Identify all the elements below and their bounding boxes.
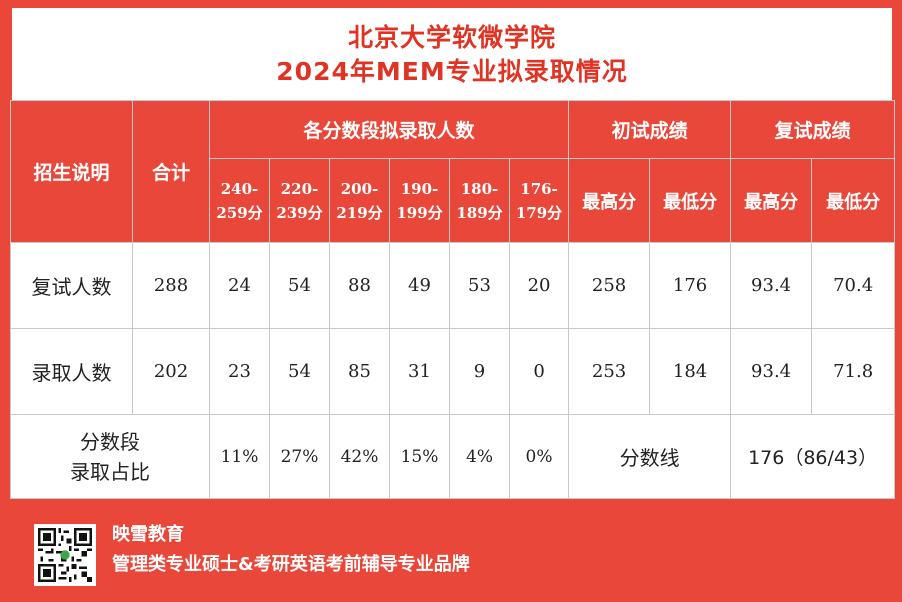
ratio-percent: 27% bbox=[269, 414, 330, 499]
range-count: 88 bbox=[329, 242, 390, 329]
initial-max: 253 bbox=[568, 328, 651, 415]
title-line2: 2024年MEM专业拟录取情况 bbox=[276, 56, 628, 86]
retest-max: 93.4 bbox=[730, 242, 813, 329]
ratio-percent: 11% bbox=[209, 414, 270, 499]
header-admission-note: 招生说明 bbox=[10, 100, 133, 243]
title-line1: 北京大学软微学院 bbox=[347, 22, 556, 52]
range-count: 0 bbox=[508, 328, 570, 415]
range-count: 20 bbox=[508, 242, 570, 329]
brand-name: 映雪教育 bbox=[112, 524, 184, 545]
table-row-ratio: 分数段 录取占比 11% 27% 42% 15% 4% 0% 分数线 176（8… bbox=[10, 414, 896, 499]
header-range: 176- 179分 bbox=[508, 158, 570, 243]
header-range: 190- 199分 bbox=[389, 158, 450, 243]
header-range: 180- 189分 bbox=[449, 158, 510, 243]
header-retest-min: 最低分 bbox=[811, 158, 896, 243]
retest-min: 70.4 bbox=[811, 242, 896, 329]
range-count: 24 bbox=[209, 242, 270, 329]
initial-min: 176 bbox=[649, 242, 732, 329]
header-range: 240- 259分 bbox=[209, 158, 270, 243]
range-count: 9 bbox=[449, 328, 510, 415]
qr-code-icon bbox=[34, 524, 96, 586]
header-range: 200- 219分 bbox=[329, 158, 390, 243]
ratio-label: 分数段 录取占比 bbox=[10, 414, 210, 499]
ratio-percent: 4% bbox=[449, 414, 510, 499]
range-count: 23 bbox=[209, 328, 270, 415]
header-row-2: 240- 259分 220- 239分 200- 219分 190- 199分 … bbox=[11, 158, 896, 243]
range-count: 85 bbox=[329, 328, 390, 415]
range-count: 54 bbox=[269, 328, 330, 415]
range-count: 54 bbox=[269, 242, 330, 329]
header-initial-max: 最高分 bbox=[568, 158, 651, 243]
initial-max: 258 bbox=[568, 242, 651, 329]
row-total: 202 bbox=[132, 328, 210, 415]
retest-max: 93.4 bbox=[730, 328, 813, 415]
ratio-percent: 0% bbox=[508, 414, 570, 499]
range-count: 31 bbox=[389, 328, 450, 415]
range-count: 53 bbox=[449, 242, 510, 329]
header-retest-score: 复试成绩 bbox=[730, 100, 896, 159]
brand-slogan: 管理类专业硕士&考研英语考前辅导专业品牌 bbox=[112, 554, 470, 575]
admission-table: 招生说明 合计 各分数段拟录取人数 初试成绩 复试成绩 240- 259分 22… bbox=[10, 100, 896, 499]
header-initial-score: 初试成绩 bbox=[568, 100, 732, 159]
header-total: 合计 bbox=[132, 100, 210, 243]
table-row-retest: 复试人数 288 24 54 88 49 53 20 258 176 93.4 … bbox=[10, 242, 896, 329]
initial-min: 184 bbox=[649, 328, 732, 415]
range-count: 49 bbox=[389, 242, 450, 329]
title-box: 北京大学软微学院 2024年MEM专业拟录取情况 bbox=[12, 8, 892, 101]
footer: 映雪教育 管理类专业硕士&考研英语考前辅导专业品牌 bbox=[0, 508, 902, 602]
table-row-admitted: 录取人数 202 23 54 85 31 9 0 253 184 93.4 71… bbox=[10, 328, 896, 415]
cutoff-label: 分数线 bbox=[568, 414, 732, 499]
retest-min: 71.8 bbox=[811, 328, 896, 415]
header-range: 220- 239分 bbox=[269, 158, 330, 243]
header-score-ranges: 各分数段拟录取人数 bbox=[208, 100, 570, 159]
row-label: 复试人数 bbox=[10, 242, 133, 329]
header-initial-min: 最低分 bbox=[649, 158, 732, 243]
row-total: 288 bbox=[132, 242, 210, 329]
header-retest-max: 最高分 bbox=[730, 158, 813, 243]
row-label: 录取人数 bbox=[10, 328, 133, 415]
header-row-1: 招生说明 合计 各分数段拟录取人数 初试成绩 复试成绩 bbox=[10, 100, 896, 243]
ratio-percent: 42% bbox=[329, 414, 390, 499]
ratio-percent: 15% bbox=[389, 414, 450, 499]
cutoff-value: 176（86/43） bbox=[730, 414, 896, 499]
